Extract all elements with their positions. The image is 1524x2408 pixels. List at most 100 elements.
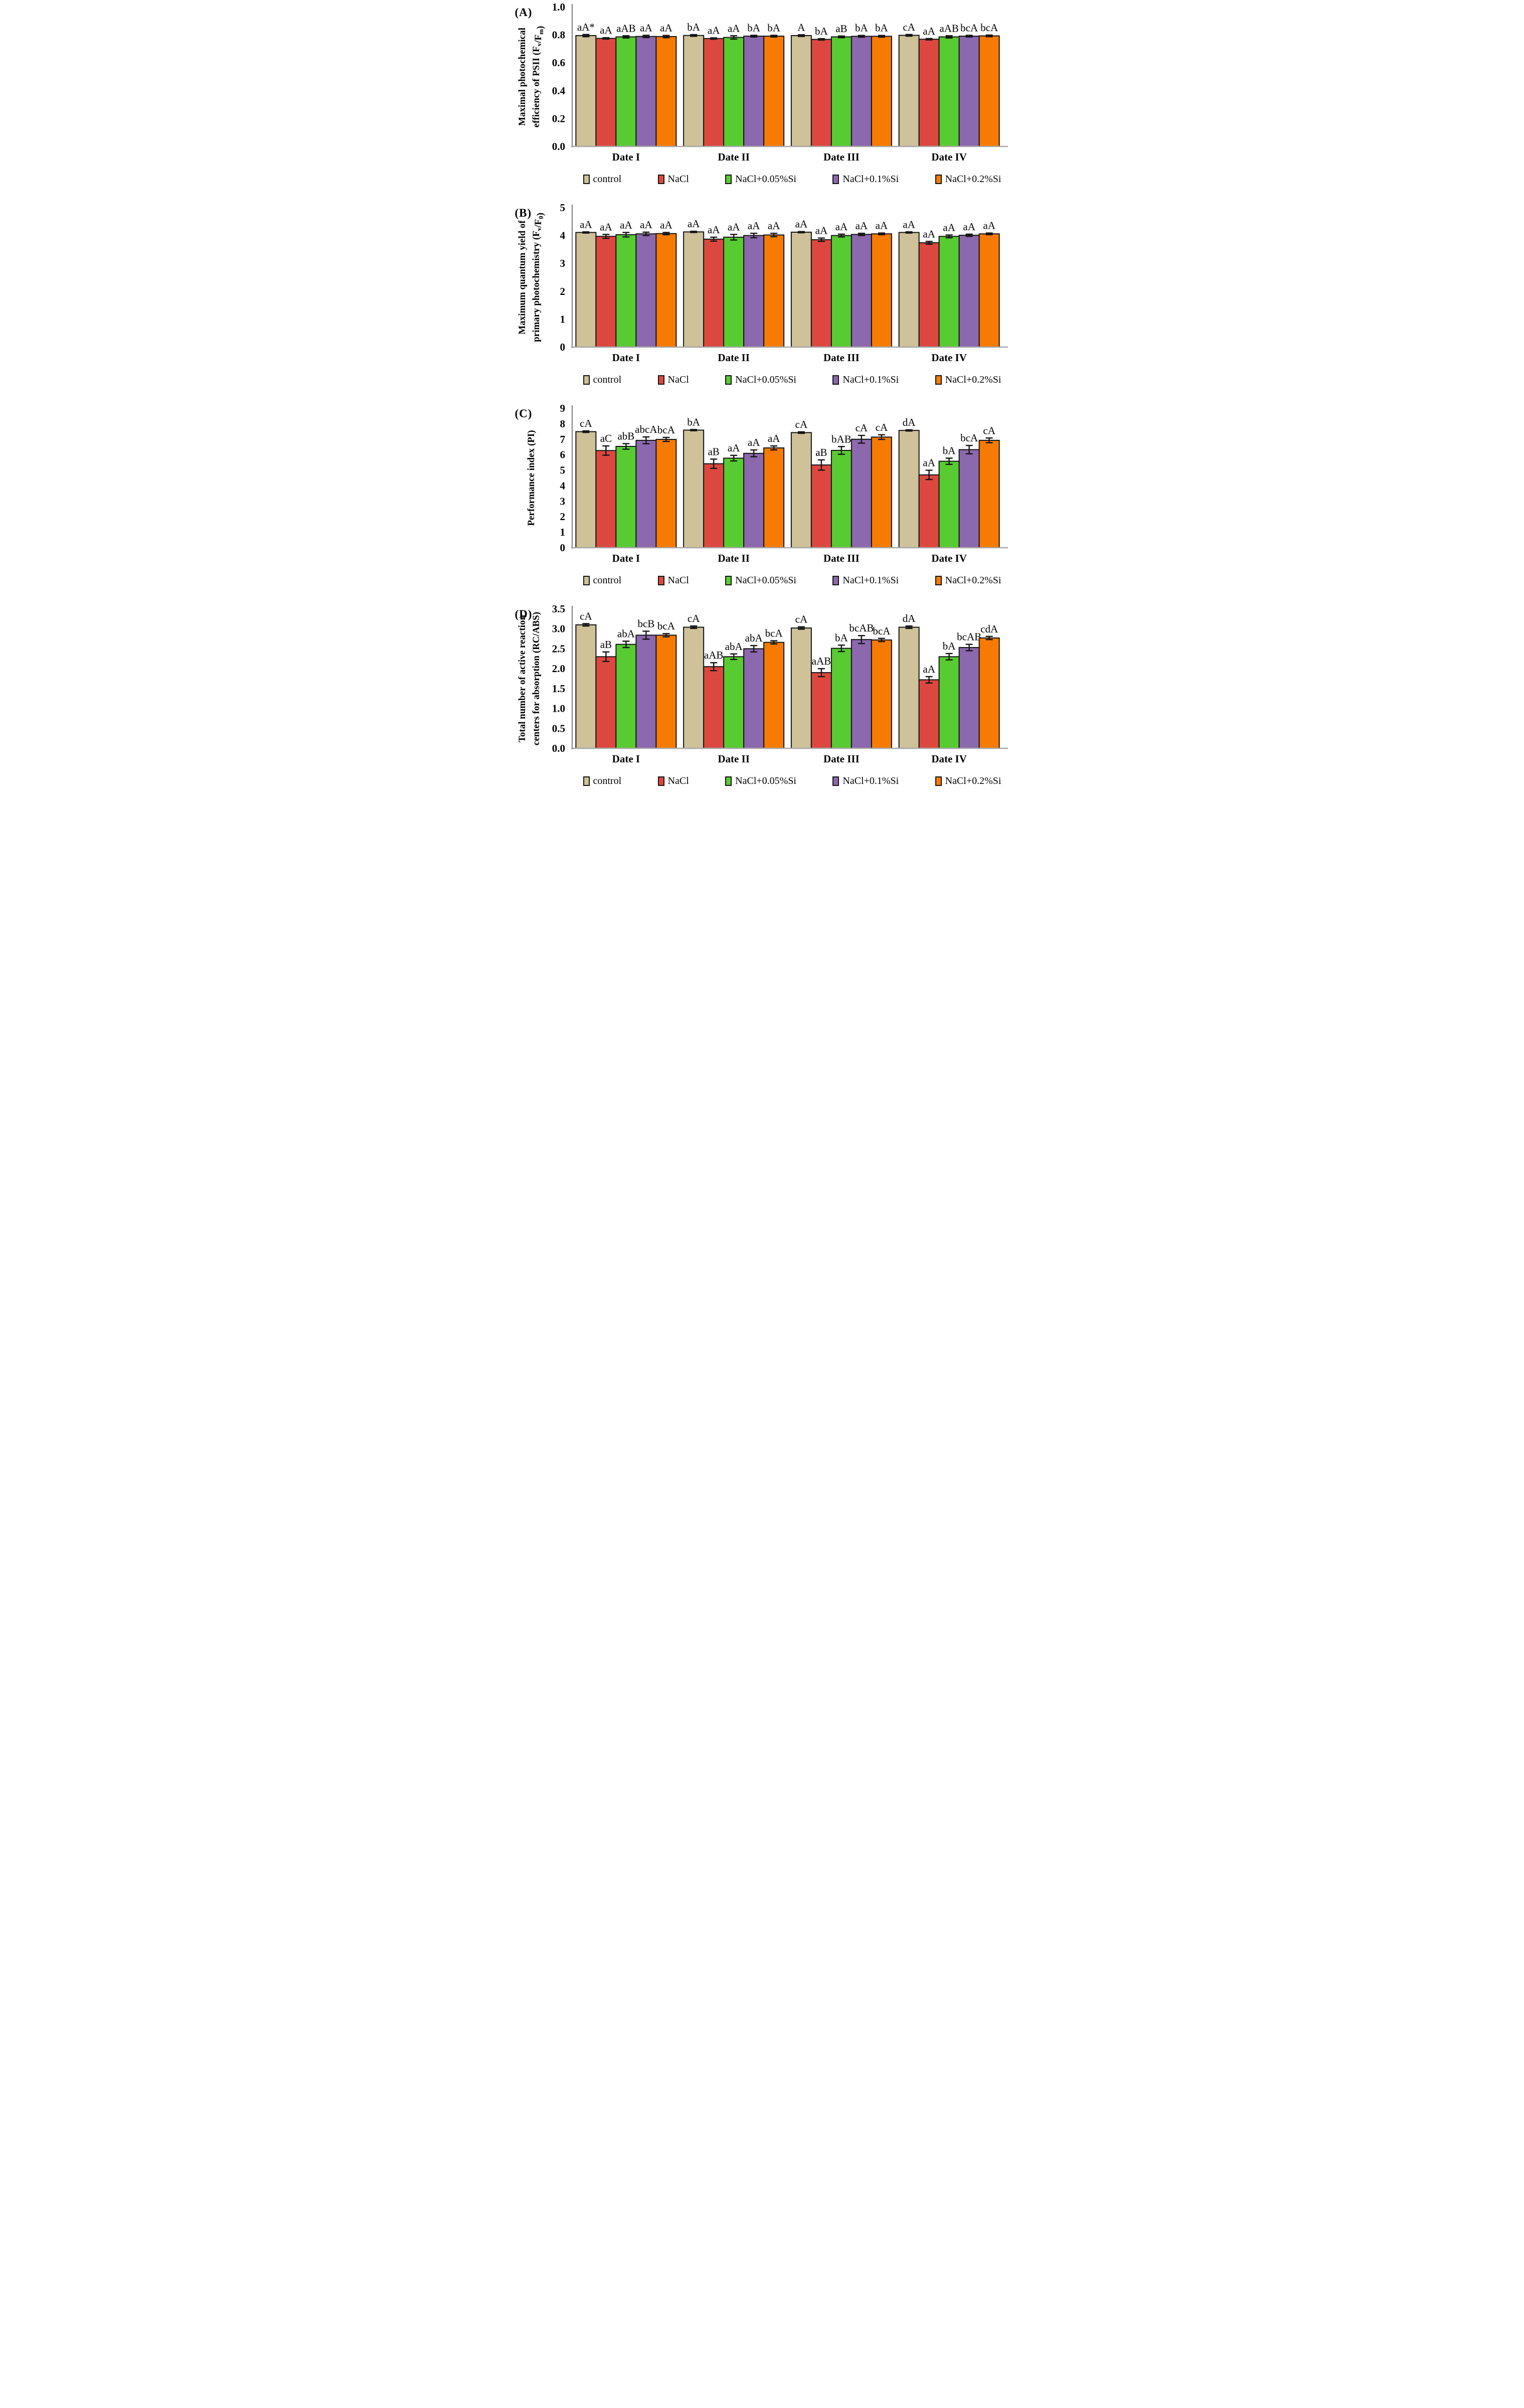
significance-letter: cA — [875, 421, 888, 433]
significance-letter: aAB — [939, 22, 959, 34]
y-tick-label: 0.8 — [552, 29, 565, 41]
legend-label: NaCl+0.2%Si — [945, 173, 1001, 185]
bar-NaCl+0.05%Si-Date-IV — [938, 656, 960, 749]
bar-NaCl-Date-III — [810, 672, 832, 749]
bar-NaCl+0.2%Si-Date-IV — [978, 637, 1000, 749]
y-tick-label: 1.0 — [552, 1, 565, 13]
significance-letter: aA — [600, 221, 612, 233]
y-tick-label: 1.5 — [552, 683, 565, 695]
bar-NaCl-Date-III — [810, 39, 832, 147]
significance-letter: bcA — [657, 424, 675, 436]
legend-label: control — [593, 374, 622, 385]
bar-NaCl+0.1%Si-Date-I — [635, 36, 656, 147]
legend-swatch-NaCl+0.05%Si — [725, 375, 732, 385]
bar-control-Date-IV — [898, 35, 920, 147]
legend-label: control — [593, 775, 622, 786]
bar-NaCl+0.2%Si-Date-III — [871, 233, 892, 348]
significance-letter: bcA — [980, 22, 998, 34]
y-tick-label: 2 — [560, 285, 565, 297]
significance-letter: aA — [835, 221, 848, 233]
bar-NaCl+0.2%Si-Date-II — [763, 234, 784, 348]
y-tick-label: 1 — [560, 313, 565, 325]
significance-letter: aA — [747, 220, 760, 232]
legend-swatch-NaCl+0.1%Si — [832, 776, 839, 786]
bar-NaCl+0.1%Si-Date-II — [743, 235, 764, 348]
bar-control-Date-III — [790, 35, 812, 147]
significance-letter: aA — [660, 219, 672, 231]
bar-NaCl-Date-III — [810, 464, 832, 549]
y-tick-label: 4 — [560, 479, 565, 492]
x-category-label: Date IV — [931, 552, 967, 564]
legend-item-NaCl: NaCl — [657, 775, 689, 787]
bar-NaCl-Date-I — [595, 656, 616, 749]
panel-label-B: (B) — [515, 207, 532, 219]
y-tick-label: 3 — [560, 257, 565, 269]
bar-control-Date-I — [575, 232, 596, 348]
significance-letter: aA — [923, 663, 935, 675]
y-tick-label: 9 — [560, 402, 565, 414]
legend-swatch-NaCl+0.1%Si — [832, 375, 839, 385]
y-tick-label: 0.4 — [552, 85, 565, 97]
significance-letter: aA — [963, 221, 975, 233]
panel-A: (A) 0.0 0.2 0.4 0.6 0.8 1.0 Maximal photochemi… — [507, 0, 1017, 201]
legend-label: NaCl+0.05%Si — [735, 574, 796, 586]
y-tick-label: 3.0 — [552, 623, 565, 635]
legend-label: NaCl+0.05%Si — [735, 374, 796, 385]
significance-letter: aAB — [811, 655, 831, 667]
legend-item-NaCl+0.1%Si: NaCl+0.1%Si — [832, 775, 899, 787]
bar-control-Date-IV — [898, 232, 920, 348]
significance-letter: aC — [600, 432, 611, 444]
significance-letter: bA — [942, 444, 956, 456]
bar-NaCl-Date-IV — [918, 474, 940, 548]
legend-label: NaCl — [667, 574, 689, 586]
significance-letter: aAB — [704, 649, 723, 661]
bar-NaCl+0.1%Si-Date-III — [851, 36, 872, 147]
y-tick-label: 3.5 — [552, 603, 565, 615]
significance-letter: cA — [580, 610, 592, 622]
legend-swatch-NaCl — [657, 174, 664, 184]
bar-NaCl-Date-II — [703, 38, 724, 147]
legend-label: NaCl+0.1%Si — [842, 173, 899, 185]
legend-item-NaCl+0.1%Si: NaCl+0.1%Si — [832, 174, 899, 185]
bar-NaCl-Date-IV — [918, 679, 940, 749]
y-tick-label: 2.5 — [552, 643, 565, 655]
bar-NaCl+0.05%Si-Date-II — [723, 457, 744, 548]
bar-NaCl+0.05%Si-Date-IV — [938, 236, 960, 348]
panel-label-C: (C) — [515, 407, 533, 420]
y-axis-label: efficiency of PSII (Fv/Fm) — [531, 26, 546, 128]
bar-NaCl+0.2%Si-Date-III — [871, 436, 892, 548]
chart-B-fvf0: 0 1 2 3 4 5 Maximum quantum yield of primary ph… — [517, 202, 1008, 364]
legend-label: control — [593, 173, 622, 185]
legend-swatch-NaCl+0.1%Si — [832, 174, 839, 184]
y-tick-label: 0 — [560, 542, 565, 554]
significance-letter: cA — [580, 417, 592, 429]
bar-NaCl+0.2%Si-Date-I — [655, 233, 676, 348]
bar-control-Date-II — [683, 626, 704, 749]
bar-NaCl-Date-II — [703, 463, 724, 548]
y-tick-label: 5 — [560, 464, 565, 476]
bar-NaCl-Date-II — [703, 238, 724, 348]
significance-letter: bA — [855, 22, 869, 34]
legend-item-NaCl: NaCl — [657, 374, 689, 386]
bar-control-Date-III — [790, 231, 812, 348]
significance-letter: cA — [795, 613, 807, 625]
bar-control-Date-III — [790, 432, 812, 548]
significance-letter: bcA — [657, 620, 675, 632]
significance-letter: cA — [795, 418, 807, 430]
significance-letter: aA* — [577, 21, 594, 33]
legend-swatch-control — [583, 375, 590, 385]
x-category-label: Date II — [718, 753, 750, 765]
legend-swatch-control — [583, 575, 590, 585]
legend-swatch-NaCl+0.1%Si — [832, 575, 839, 585]
legend-swatch-NaCl — [657, 575, 664, 585]
y-tick-label: 1.0 — [552, 703, 565, 715]
legend-item-NaCl: NaCl — [657, 174, 689, 185]
legend-item-NaCl+0.05%Si: NaCl+0.05%Si — [725, 575, 796, 586]
y-tick-label: 0.5 — [552, 722, 565, 734]
significance-letter: abA — [617, 627, 635, 639]
significance-letter: aA — [620, 219, 632, 231]
panel-B: (B) 0 1 2 3 4 5 Maximum quantum yield of primar… — [507, 201, 1017, 401]
bar-NaCl+0.2%Si-Date-IV — [978, 35, 1000, 147]
bar-NaCl-Date-IV — [918, 39, 940, 147]
y-axis-label: Performance index (PI) — [526, 430, 537, 526]
